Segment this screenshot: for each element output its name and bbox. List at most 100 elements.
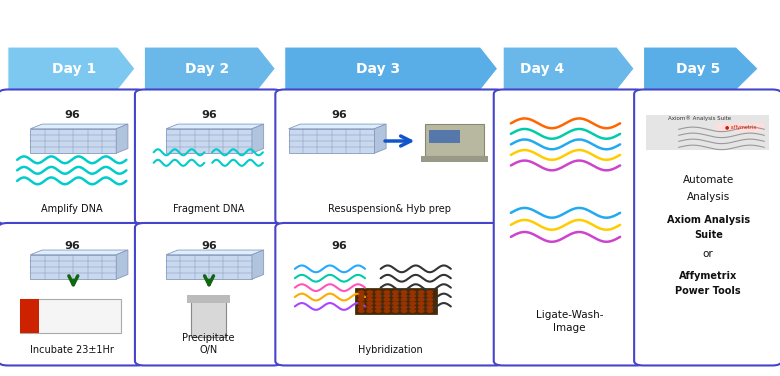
Text: 96: 96 bbox=[201, 241, 217, 251]
Polygon shape bbox=[166, 124, 264, 129]
Circle shape bbox=[401, 306, 407, 308]
Circle shape bbox=[384, 306, 390, 308]
Circle shape bbox=[401, 295, 407, 297]
FancyBboxPatch shape bbox=[0, 89, 146, 224]
FancyArrow shape bbox=[8, 47, 135, 90]
Circle shape bbox=[375, 291, 381, 293]
Bar bbox=[191, 299, 226, 337]
Circle shape bbox=[359, 302, 364, 305]
Text: Day 2: Day 2 bbox=[185, 62, 229, 76]
Text: Power Tools: Power Tools bbox=[675, 287, 741, 296]
Circle shape bbox=[419, 299, 424, 301]
Text: Affymetrix: Affymetrix bbox=[679, 271, 737, 281]
Text: Resuspension& Hyb prep: Resuspension& Hyb prep bbox=[328, 204, 452, 214]
Circle shape bbox=[427, 291, 433, 293]
Circle shape bbox=[359, 306, 364, 308]
Circle shape bbox=[375, 295, 381, 297]
Circle shape bbox=[410, 310, 415, 312]
Text: Amplify DNA: Amplify DNA bbox=[41, 204, 103, 214]
Circle shape bbox=[392, 295, 398, 297]
FancyArrow shape bbox=[144, 47, 275, 90]
Text: Day 3: Day 3 bbox=[356, 62, 400, 76]
Circle shape bbox=[392, 302, 398, 305]
Circle shape bbox=[419, 295, 424, 297]
Bar bbox=[187, 295, 230, 303]
Circle shape bbox=[401, 291, 407, 293]
Text: 96: 96 bbox=[332, 110, 347, 120]
Text: Analysis: Analysis bbox=[686, 193, 730, 202]
Polygon shape bbox=[116, 124, 128, 153]
Circle shape bbox=[392, 310, 398, 312]
Circle shape bbox=[427, 302, 433, 305]
Circle shape bbox=[367, 291, 373, 293]
Circle shape bbox=[367, 299, 373, 301]
Circle shape bbox=[419, 291, 424, 293]
Text: Incubate 23±1Hr: Incubate 23±1Hr bbox=[30, 345, 114, 355]
FancyBboxPatch shape bbox=[494, 89, 645, 365]
Polygon shape bbox=[30, 250, 128, 255]
Polygon shape bbox=[166, 250, 264, 255]
Text: 96: 96 bbox=[201, 110, 217, 120]
Circle shape bbox=[410, 291, 415, 293]
Circle shape bbox=[359, 299, 364, 301]
Circle shape bbox=[401, 310, 407, 312]
Circle shape bbox=[392, 299, 398, 301]
Circle shape bbox=[401, 302, 407, 305]
Text: Automate: Automate bbox=[682, 176, 734, 185]
Text: Ligate-Wash-
Image: Ligate-Wash- Image bbox=[536, 309, 603, 333]
Bar bbox=[716, 123, 764, 132]
Text: ● affymetrix: ● affymetrix bbox=[725, 125, 756, 130]
Circle shape bbox=[375, 302, 381, 305]
Circle shape bbox=[359, 310, 364, 312]
Circle shape bbox=[410, 295, 415, 297]
Text: Day 5: Day 5 bbox=[676, 62, 720, 76]
Circle shape bbox=[392, 306, 398, 308]
Circle shape bbox=[367, 310, 373, 312]
Text: Day 1: Day 1 bbox=[52, 62, 96, 76]
Bar bbox=[646, 115, 769, 150]
FancyArrow shape bbox=[503, 47, 634, 90]
Circle shape bbox=[427, 306, 433, 308]
Bar bbox=[421, 156, 488, 162]
Polygon shape bbox=[30, 129, 116, 153]
Bar bbox=[429, 130, 460, 143]
Circle shape bbox=[427, 299, 433, 301]
Polygon shape bbox=[289, 124, 386, 129]
Circle shape bbox=[392, 291, 398, 293]
Polygon shape bbox=[252, 124, 264, 153]
Bar bbox=[355, 288, 437, 314]
Circle shape bbox=[384, 302, 390, 305]
FancyBboxPatch shape bbox=[135, 89, 282, 224]
Circle shape bbox=[375, 299, 381, 301]
Circle shape bbox=[410, 302, 415, 305]
Circle shape bbox=[410, 299, 415, 301]
Circle shape bbox=[384, 291, 390, 293]
Polygon shape bbox=[166, 255, 252, 279]
FancyBboxPatch shape bbox=[275, 89, 505, 224]
Text: Day 4: Day 4 bbox=[520, 62, 564, 76]
Text: 96: 96 bbox=[65, 110, 80, 120]
Circle shape bbox=[359, 291, 364, 293]
Circle shape bbox=[384, 299, 390, 301]
FancyBboxPatch shape bbox=[275, 223, 505, 365]
Bar bbox=[20, 299, 39, 333]
Bar bbox=[425, 124, 484, 156]
Circle shape bbox=[419, 302, 424, 305]
Circle shape bbox=[410, 306, 415, 308]
Text: 96: 96 bbox=[332, 241, 347, 251]
FancyArrow shape bbox=[285, 47, 498, 90]
Text: Fragment DNA: Fragment DNA bbox=[173, 204, 244, 214]
Polygon shape bbox=[30, 255, 116, 279]
Text: Suite: Suite bbox=[693, 230, 723, 240]
Circle shape bbox=[375, 306, 381, 308]
Text: Axiom Analysis: Axiom Analysis bbox=[667, 215, 750, 225]
Circle shape bbox=[427, 295, 433, 297]
Polygon shape bbox=[30, 124, 128, 129]
Polygon shape bbox=[116, 250, 128, 279]
FancyBboxPatch shape bbox=[135, 223, 282, 365]
FancyBboxPatch shape bbox=[0, 223, 146, 365]
Circle shape bbox=[384, 310, 390, 312]
Circle shape bbox=[367, 302, 373, 305]
Text: Axiom® Analysis Suite: Axiom® Analysis Suite bbox=[668, 115, 732, 121]
Circle shape bbox=[384, 295, 390, 297]
